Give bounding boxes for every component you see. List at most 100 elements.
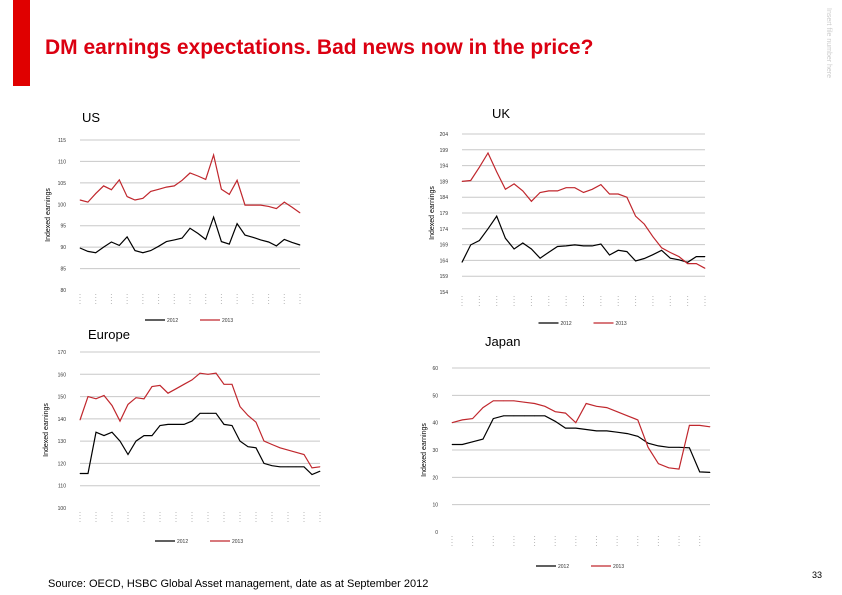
data-point-2012	[191, 420, 193, 422]
data-point-2012	[236, 223, 238, 224]
data-point-2013	[151, 386, 153, 387]
chart-title-europe: Europe	[88, 327, 130, 342]
data-point-2012	[143, 435, 145, 436]
data-point-2012	[575, 427, 577, 429]
data-point-2013	[575, 422, 577, 424]
chart-title-japan: Japan	[485, 334, 521, 349]
data-point-2012	[295, 466, 297, 468]
data-point-2012	[228, 243, 230, 245]
data-point-2013	[95, 398, 97, 400]
legend-label-2012: 2012	[561, 321, 572, 327]
data-point-2012	[643, 258, 645, 259]
data-point-2013	[478, 166, 480, 168]
legend-label-2012: 2012	[177, 539, 188, 545]
brand-bar	[13, 0, 30, 86]
data-point-2012	[478, 240, 480, 241]
data-point-2012	[199, 412, 201, 414]
data-point-2013	[260, 204, 262, 206]
data-point-2013	[451, 422, 453, 424]
data-point-2013	[223, 383, 225, 385]
data-point-2012	[215, 412, 217, 414]
data-point-2013	[643, 223, 645, 225]
data-point-2012	[183, 424, 185, 425]
y-tick-label: 174	[440, 227, 449, 233]
data-point-2012	[669, 257, 671, 259]
data-point-2012	[283, 239, 285, 240]
data-point-2013	[574, 187, 576, 189]
data-point-2012	[205, 239, 207, 240]
y-tick-label: 170	[58, 350, 67, 356]
data-point-2012	[134, 250, 136, 251]
data-point-2013	[704, 267, 706, 269]
data-point-2013	[118, 179, 120, 181]
data-point-2012	[207, 412, 209, 414]
data-point-2012	[189, 227, 191, 229]
data-point-2012	[531, 248, 532, 250]
data-point-2012	[87, 251, 89, 252]
data-point-2012	[231, 425, 233, 426]
chart-title-uk: UK	[492, 106, 511, 121]
data-point-2012	[709, 472, 711, 473]
data-point-2012	[111, 431, 113, 433]
data-point-2012	[255, 447, 257, 449]
data-point-2013	[548, 190, 550, 192]
legend-label-2013: 2013	[232, 539, 243, 545]
data-point-2013	[522, 190, 524, 192]
data-point-2013	[231, 383, 233, 385]
data-point-2012	[167, 424, 169, 425]
y-tick-label: 50	[432, 393, 438, 399]
y-axis-label: Indexed earnings	[45, 188, 52, 242]
data-point-2012	[591, 245, 593, 247]
data-point-2013	[158, 188, 159, 190]
data-point-2012	[583, 245, 584, 247]
data-point-2013	[291, 206, 293, 208]
data-point-2012	[142, 252, 144, 254]
data-point-2013	[585, 403, 587, 404]
data-point-2013	[197, 175, 199, 177]
data-point-2012	[126, 236, 128, 238]
data-point-2013	[79, 419, 81, 421]
data-point-2013	[143, 398, 145, 400]
y-tick-label: 120	[58, 461, 67, 467]
data-point-2012	[223, 424, 225, 425]
series-line-2012	[80, 412, 321, 476]
data-point-2013	[213, 154, 214, 156]
y-tick-label: 164	[440, 258, 449, 264]
data-point-2013	[319, 466, 321, 468]
y-tick-label: 10	[432, 503, 438, 509]
data-point-2013	[119, 420, 121, 422]
data-point-2012	[704, 256, 706, 258]
data-point-2012	[159, 425, 161, 426]
data-point-2013	[492, 400, 494, 402]
data-point-2013	[539, 192, 541, 193]
y-axis-label: Indexed earnings	[429, 186, 436, 240]
data-point-2013	[95, 193, 97, 194]
data-point-2012	[271, 465, 273, 467]
data-point-2013	[228, 194, 230, 195]
data-point-2012	[617, 249, 619, 251]
data-point-2012	[287, 466, 289, 468]
series-line-2013	[79, 372, 321, 469]
data-point-2012	[311, 474, 313, 475]
data-point-2012	[461, 444, 463, 445]
data-point-2013	[658, 463, 659, 465]
data-point-2013	[472, 418, 474, 419]
data-point-2012	[678, 446, 680, 448]
chart-us: 80 85 90 95 100 105 110 115 Indexed earnings 2012…	[45, 138, 301, 324]
data-point-2012	[103, 246, 104, 248]
data-point-2013	[531, 200, 532, 202]
data-point-2013	[167, 392, 169, 394]
data-point-2013	[513, 183, 515, 185]
data-point-2012	[482, 438, 484, 440]
data-point-2013	[103, 185, 104, 187]
data-point-2012	[95, 252, 97, 254]
y-axis-label: Indexed earnings	[43, 403, 50, 457]
data-point-2012	[303, 466, 305, 468]
data-point-2013	[461, 181, 463, 182]
data-point-2013	[637, 419, 639, 421]
data-point-2012	[596, 430, 597, 432]
data-point-2013	[487, 152, 489, 154]
data-point-2013	[268, 206, 269, 207]
y-tick-label: 159	[440, 274, 449, 280]
data-point-2013	[504, 188, 506, 190]
